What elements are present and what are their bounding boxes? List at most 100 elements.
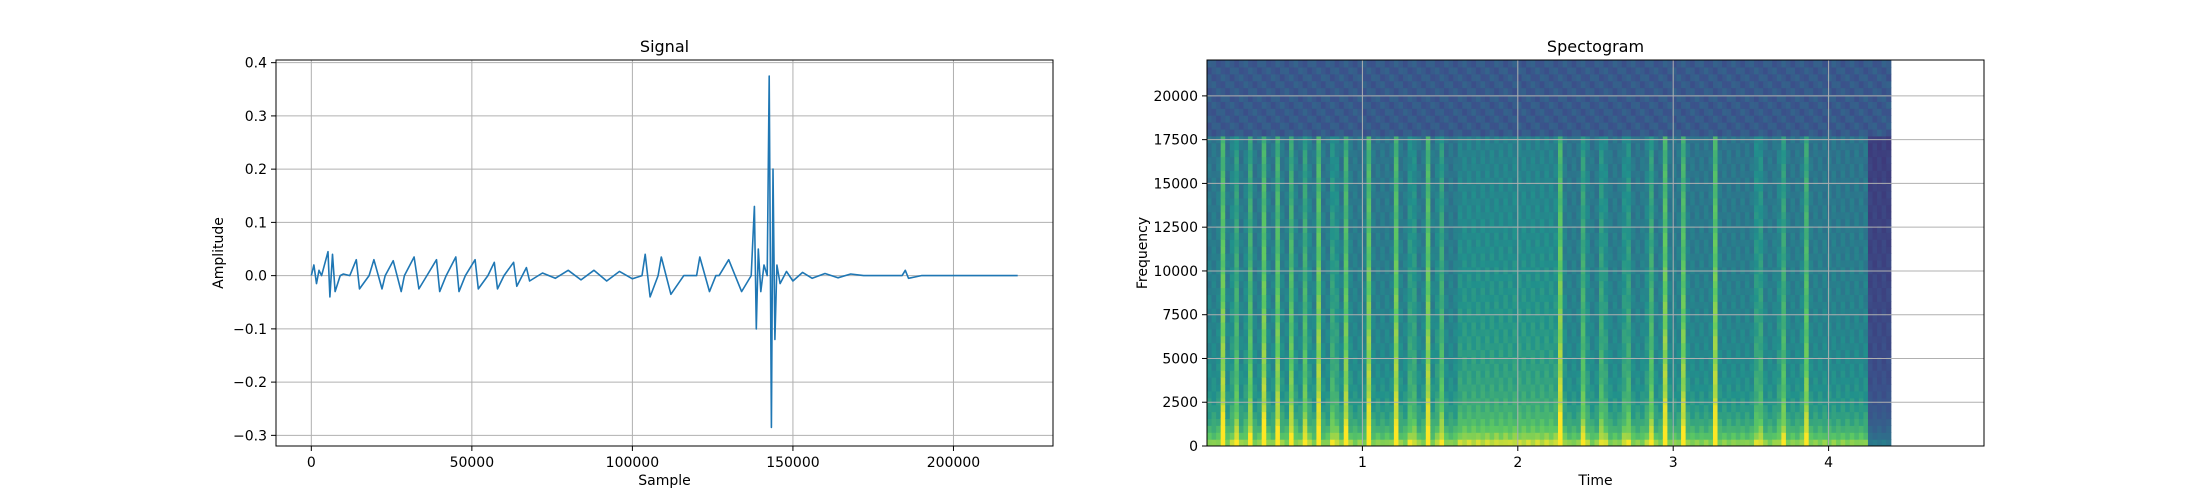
- spectrogram-cell: [1403, 411, 1409, 420]
- spectrogram-cell: [1252, 342, 1258, 351]
- spectrogram-cell: [1357, 87, 1363, 96]
- spectrogram-cell: [1229, 170, 1235, 178]
- spectrogram-cell: [1453, 253, 1459, 261]
- spectrogram-cell: [1298, 239, 1304, 247]
- spectrogram-cell: [1480, 377, 1486, 385]
- spectrogram-cell: [1521, 177, 1527, 185]
- spectrogram-cell: [1558, 397, 1564, 406]
- spectrogram-cell: [1243, 163, 1249, 171]
- spectrogram-cell: [1425, 94, 1431, 102]
- spectrogram-cell: [1416, 197, 1422, 206]
- spectrogram-cell: [1553, 142, 1559, 151]
- spectrogram-cell: [1216, 218, 1222, 227]
- spectrogram-cell: [1352, 349, 1359, 357]
- spectrogram-cell: [1498, 66, 1504, 75]
- spectrogram-cell: [1275, 218, 1281, 227]
- spectrogram-cell: [1316, 149, 1322, 158]
- spectrogram-cell: [1516, 66, 1523, 75]
- spectrogram-cell: [1293, 259, 1299, 268]
- spectrogram-cell: [1225, 370, 1231, 378]
- spectrogram-cell: [1371, 390, 1377, 399]
- spectrogram-cell: [1489, 80, 1495, 89]
- spectrogram-cell: [1585, 94, 1591, 102]
- spectrogram-cell: [1343, 73, 1349, 82]
- spectrogram-cell: [1466, 66, 1472, 75]
- spectrogram-cell: [1220, 122, 1226, 130]
- spectrogram-cell: [1220, 204, 1226, 213]
- spectrogram-cell: [1307, 370, 1313, 378]
- spectrogram-cell: [1512, 142, 1518, 151]
- spectrogram-cell: [1380, 225, 1386, 233]
- spectrogram-cell: [1284, 287, 1290, 295]
- spectrogram-cell: [1248, 80, 1254, 89]
- spectrogram-cell: [1366, 239, 1372, 247]
- spectrogram-cell: [1252, 390, 1258, 399]
- spectrogram-cell: [1421, 239, 1427, 247]
- spectrogram-cell: [1430, 259, 1436, 268]
- spectrogram-cell: [1548, 246, 1555, 254]
- spectrogram-cell: [1567, 87, 1573, 96]
- spectrogram-cell: [1384, 80, 1390, 89]
- spectrogram-cell: [1375, 94, 1381, 102]
- spectrogram-cell: [1252, 204, 1258, 213]
- spectrogram-cell: [1216, 390, 1222, 399]
- spectrogram-cell: [1512, 122, 1518, 130]
- spectrogram-cell: [1599, 342, 1605, 351]
- spectrogram-cell: [1225, 273, 1231, 282]
- spectrogram-cell: [1412, 211, 1418, 220]
- spectrogram-cell: [1485, 432, 1491, 440]
- spectrogram-cell: [1307, 411, 1313, 420]
- spectrogram-cell: [1521, 101, 1527, 109]
- spectrogram-cell: [1302, 142, 1308, 151]
- spectrogram-cell: [1457, 370, 1463, 378]
- spectrogram-cell: [1403, 246, 1409, 254]
- spectrogram-cell: [1393, 225, 1400, 233]
- spectrogram-cell: [1585, 197, 1591, 206]
- spectrogram-cell: [1393, 108, 1400, 116]
- spectrogram-cell: [1485, 425, 1491, 433]
- spectrogram-cell: [1526, 432, 1532, 440]
- spectrogram-cell: [1526, 280, 1532, 289]
- spectrogram-cell: [1503, 370, 1509, 378]
- spectrogram-cell: [1343, 80, 1349, 89]
- spectrogram-cell: [1553, 128, 1559, 137]
- spectrogram-cell: [1512, 273, 1518, 282]
- spectrogram-cell: [1434, 363, 1441, 371]
- spectrogram-cell: [1421, 280, 1427, 289]
- spectrogram-cell: [1567, 287, 1573, 295]
- spectrogram-cell: [1462, 94, 1468, 102]
- spectrogram-cell: [1375, 280, 1381, 289]
- spectrogram-cell: [1380, 342, 1386, 351]
- spectrogram-cell: [1220, 418, 1226, 426]
- spectrogram-cell: [1298, 122, 1304, 130]
- spectrogram-cell: [1357, 66, 1363, 75]
- spectrogram-cell: [1599, 115, 1605, 123]
- spectrogram-cell: [1498, 190, 1504, 199]
- spectrogram-cell: [1393, 390, 1400, 399]
- spectrogram-cell: [1293, 342, 1299, 351]
- spectrogram-cell: [1576, 335, 1582, 344]
- spectrogram-cell: [1599, 60, 1605, 68]
- spectrogram-cell: [1375, 404, 1381, 413]
- spectrogram-cell: [1293, 294, 1299, 302]
- spectrogram-cell: [1248, 246, 1254, 254]
- spectrogram-cell: [1238, 73, 1245, 82]
- spectrogram-cell: [1316, 349, 1322, 357]
- spectrogram-cell: [1603, 80, 1609, 89]
- spectrogram-cell: [1553, 383, 1559, 392]
- spectrogram-cell: [1352, 115, 1359, 123]
- spectrogram-cell: [1535, 225, 1541, 233]
- spectrogram-cell: [1229, 425, 1235, 433]
- spectrogram-cell: [1211, 390, 1217, 399]
- spectrogram-cell: [1457, 211, 1463, 220]
- spectrogram-cell: [1389, 259, 1395, 268]
- spectrogram-cell: [1380, 149, 1386, 158]
- spectrogram-cell: [1548, 349, 1555, 357]
- spectrogram-cell: [1225, 432, 1231, 440]
- spectrogram-cell: [1503, 432, 1509, 440]
- spectrogram-cell: [1216, 404, 1222, 413]
- spectrogram-cell: [1320, 356, 1327, 364]
- spectrogram-cell: [1535, 94, 1541, 102]
- spectrogram-cell: [1225, 190, 1231, 199]
- spectrogram-cell: [1489, 439, 1495, 446]
